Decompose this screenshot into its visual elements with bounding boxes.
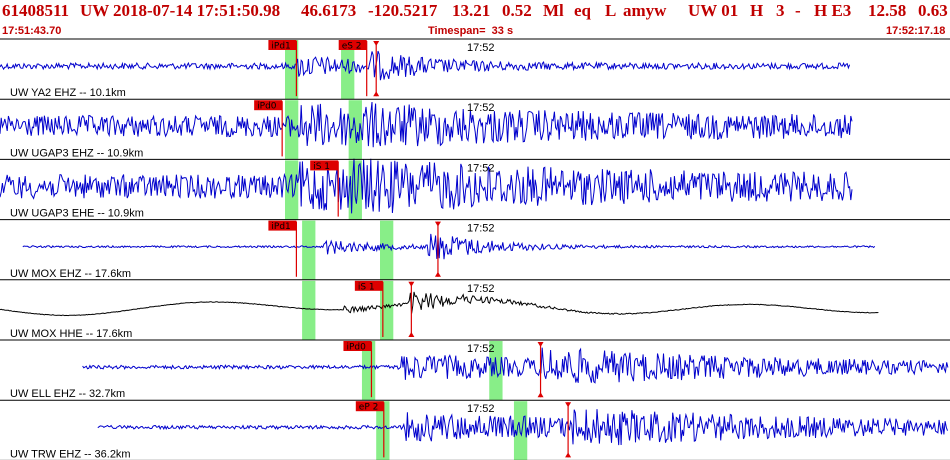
pick-marker-bottom-1-3[interactable] (373, 91, 380, 97)
event-quality: H E3 (814, 1, 852, 20)
pick-marker-top-6-2[interactable] (537, 342, 544, 347)
pick-marker-bottom-4-2[interactable] (434, 271, 441, 277)
station-label-1: UW YA2 EHZ -- 10.1km (10, 87, 126, 99)
pick-label-box-6-1[interactable] (343, 341, 372, 351)
pick-window-1-1 (285, 40, 299, 100)
event-flag: L (605, 1, 617, 20)
time-mark-1: 17:52 (467, 42, 495, 54)
time-mark-7: 17:52 (467, 403, 495, 415)
station-label-7: UW TRW EHZ -- 36.2km (10, 448, 131, 460)
pick-label-box-4-1[interactable] (268, 220, 297, 231)
event-longitude: -120.5217 (368, 1, 438, 20)
pick-window-7-1 (376, 401, 390, 460)
pick-marker-top-7-2[interactable] (565, 402, 572, 408)
waveform-trace-7 (97, 409, 948, 446)
pick-window-7-2 (513, 401, 528, 460)
pick-label-box-1-1[interactable] (268, 40, 297, 50)
time-mark-2: 17:52 (467, 102, 495, 114)
event-count: 3 (776, 1, 785, 20)
pick-label-1-2[interactable]: eS 2 (342, 42, 362, 52)
pick-window-2-1 (285, 100, 299, 160)
event-magnitude: 0.52 (502, 1, 532, 20)
pick-label-box-3-1[interactable] (310, 160, 339, 171)
pick-label-2-1[interactable]: iPd0 (257, 102, 277, 112)
pick-label-1-1[interactable]: iPd1 (271, 42, 290, 52)
pick-window-3-1 (285, 160, 299, 220)
event-latitude: 46.6173 (301, 1, 357, 20)
pick-marker-bottom-6-2[interactable] (537, 392, 544, 398)
pick-window-4-2 (380, 220, 394, 280)
pick-label-box-1-2[interactable] (338, 40, 367, 50)
time-mark-4: 17:52 (467, 223, 495, 235)
pick-marker-bottom-5-2[interactable] (408, 331, 415, 337)
pick-label-3-1[interactable]: iS 1 (313, 162, 330, 172)
event-source: UW 01 (688, 1, 739, 20)
pick-window-5-1 (302, 280, 316, 340)
event-type: eq (574, 1, 591, 20)
pick-label-4-1[interactable]: iPd1 (271, 222, 290, 232)
magnitude-type: Ml (543, 1, 564, 20)
event-dash: - (795, 1, 801, 20)
station-label-4: UW MOX EHZ -- 17.6km (10, 268, 131, 280)
pick-window-6-2 (489, 341, 503, 401)
pick-label-box-2-1[interactable] (254, 100, 283, 111)
pick-window-1-2 (341, 40, 355, 100)
pick-marker-top-5-2[interactable] (408, 281, 415, 287)
event-id: 61408511 (2, 1, 70, 20)
pick-marker-top-4-2[interactable] (434, 221, 441, 227)
event-datetime: 2018-07-14 17:51:50.98 (113, 1, 281, 20)
pick-label-box-5-1[interactable] (354, 280, 383, 291)
waveform-trace-2 (0, 101, 853, 148)
pick-label-6-1[interactable]: iPd0 (346, 343, 366, 353)
pick-window-4-1 (302, 220, 316, 280)
window-start-time: 17:51:43.70 (2, 25, 62, 37)
pick-label-box-7-1[interactable] (355, 401, 384, 412)
pick-marker-bottom-7-2[interactable] (565, 452, 572, 458)
waveform-trace-6 (82, 347, 949, 384)
event-value-1: 12.58 (868, 1, 907, 20)
time-mark-6: 17:52 (467, 343, 495, 355)
station-label-6: UW ELL EHZ -- 32.7km (10, 388, 125, 400)
pick-label-5-1[interactable]: iS 1 (358, 282, 375, 292)
pick-label-7-1[interactable]: eP 2 (359, 403, 379, 413)
timespan-label: Timespan= 33 s (428, 25, 514, 37)
window-end-time: 17:52:17.18 (886, 25, 946, 37)
waveform-trace-1 (0, 50, 851, 81)
station-label-2: UW UGAP3 EHZ -- 10.9km (10, 147, 143, 159)
event-h: H (750, 1, 764, 20)
event-summary-header: 61408511 UW 2018-07-14 17:51:50.98 46.61… (0, 0, 950, 22)
waveform-trace-3 (0, 158, 853, 214)
pick-marker-top-1-3[interactable] (373, 41, 380, 46)
event-author: amyw (623, 1, 667, 20)
event-depth: 13.21 (452, 1, 491, 20)
waveform-trace-4 (22, 233, 876, 260)
event-value-2: 0.63 (918, 1, 948, 20)
station-label-5: UW MOX HHE -- 17.6km (10, 328, 132, 340)
network-code: UW (80, 1, 110, 20)
waveform-trace-5 (0, 291, 879, 317)
seismogram-panels[interactable]: iPd1 eS 2 17:52 UW YA2 EHZ -- 10.1km iPd0 17:… (0, 38, 950, 460)
station-label-3: UW UGAP3 EHE -- 10.9km (10, 208, 144, 220)
time-mark-5: 17:52 (467, 283, 495, 295)
time-mark-3: 17:52 (467, 162, 495, 174)
